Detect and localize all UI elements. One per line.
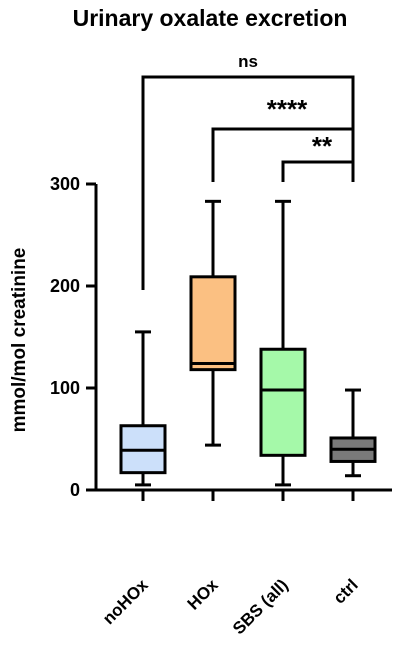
significance-bracket: ns xyxy=(141,52,355,290)
bracket-line xyxy=(141,75,355,290)
bracket-line xyxy=(211,127,355,182)
y-tick-label: 100 xyxy=(50,378,80,398)
significance-bracket: ** xyxy=(281,131,355,182)
y-ticks: 0 100 200 300 xyxy=(50,174,96,500)
y-tick-label: 0 xyxy=(70,480,80,500)
significance-brackets: ns ****** xyxy=(141,52,355,290)
y-tick-label: 300 xyxy=(50,174,80,194)
y-axis-label: mmol/mol creatinine xyxy=(9,248,30,433)
significance-label: ns xyxy=(238,52,258,71)
y-tick-label: 200 xyxy=(50,276,80,296)
box-nohox xyxy=(119,330,167,487)
box-ctrl xyxy=(329,388,377,478)
significance-label: **** xyxy=(267,94,308,124)
x-ticks: noHOx HOx SBS (all) ctrl xyxy=(99,490,362,638)
iqr-box xyxy=(259,347,307,457)
bracket-line xyxy=(281,160,355,182)
x-tick-label: noHOx xyxy=(99,575,152,628)
box-sbs-all xyxy=(259,199,307,487)
significance-bracket: **** xyxy=(211,94,355,182)
x-tick-label: HOx xyxy=(184,575,223,614)
significance-label: ** xyxy=(312,131,333,161)
chart-title: Urinary oxalate excretion xyxy=(73,5,348,31)
x-tick-label: ctrl xyxy=(330,575,362,607)
x-tick-label: SBS (all) xyxy=(229,575,292,638)
iqr-box xyxy=(189,275,237,372)
box-hox xyxy=(189,199,237,447)
boxes xyxy=(119,199,377,487)
